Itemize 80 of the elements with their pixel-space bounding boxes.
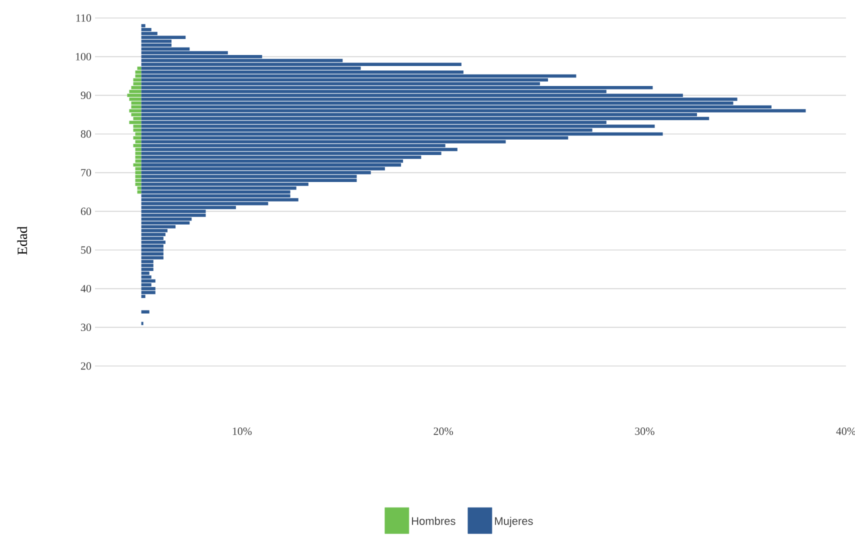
bar [141, 272, 150, 275]
bar [135, 156, 142, 159]
bar [129, 90, 142, 94]
bar [141, 221, 190, 225]
bar [141, 240, 166, 244]
x-tick-label: 10% [232, 428, 252, 435]
bar [141, 74, 576, 78]
bar [131, 86, 142, 90]
bar [129, 120, 142, 124]
bar [141, 163, 402, 167]
y-tick-label: 50 [81, 246, 92, 254]
bar [141, 198, 298, 202]
bar [141, 287, 156, 290]
bar [133, 82, 142, 86]
bar [135, 132, 142, 136]
bar [135, 148, 142, 152]
bar [141, 62, 462, 66]
bar [131, 113, 142, 116]
y-tick-label: 90 [80, 92, 92, 100]
bar [141, 36, 186, 39]
bar [141, 283, 152, 286]
bar [129, 98, 142, 101]
bar [135, 70, 142, 74]
bar [135, 74, 142, 78]
legend-label: Mujeres [495, 516, 533, 528]
bar [141, 248, 164, 252]
bar [135, 140, 142, 144]
bar [133, 136, 142, 140]
y-tick-label: 40 [80, 284, 92, 292]
bar [141, 236, 164, 240]
bar [129, 109, 142, 112]
bar [141, 256, 164, 260]
y-tick-label: 60 [80, 208, 92, 216]
bar [141, 310, 150, 314]
bar [141, 116, 710, 120]
bar [141, 275, 152, 279]
bar [133, 128, 142, 132]
bar [141, 148, 458, 152]
bar [135, 167, 142, 170]
bar [141, 264, 154, 268]
bar [135, 178, 142, 182]
bar [141, 214, 206, 217]
bar [141, 124, 655, 128]
y-axis-title: Edad [17, 226, 28, 255]
bar [137, 66, 142, 70]
bar [133, 163, 142, 167]
bar [141, 290, 156, 294]
bar [133, 144, 142, 148]
y-tick-label: 110 [76, 14, 92, 22]
bar [133, 124, 142, 128]
bar [133, 78, 142, 82]
bar [141, 252, 164, 256]
y-tick-label: 100 [76, 52, 92, 60]
bar [141, 109, 806, 112]
y-tick-label: 20 [80, 362, 92, 370]
bar [135, 174, 142, 178]
bar [135, 182, 142, 186]
legend-label: Hombres [412, 516, 456, 525]
bar [141, 98, 738, 101]
bar [137, 186, 142, 190]
bar [131, 105, 142, 109]
bar [135, 171, 142, 174]
bar [133, 116, 142, 120]
bar [137, 190, 142, 194]
bar [141, 268, 154, 271]
bar [141, 132, 663, 136]
bar [141, 279, 156, 283]
y-tick-label: 80 [80, 130, 92, 138]
y-tick-label: 30 [81, 324, 92, 332]
bar [127, 94, 142, 97]
bar [141, 244, 164, 248]
y-tick-label: 70 [81, 168, 92, 176]
bar [135, 152, 142, 155]
bar [131, 101, 142, 105]
bar [141, 178, 357, 182]
x-tick-label: 20% [434, 428, 454, 435]
bar [141, 86, 653, 90]
x-tick-label: 30% [635, 428, 654, 435]
bar [135, 159, 142, 163]
bar [141, 232, 166, 236]
